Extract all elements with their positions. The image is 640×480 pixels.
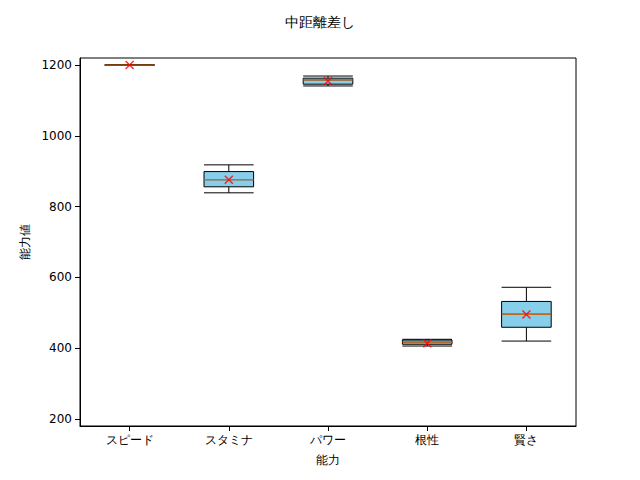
svg-text:800: 800 — [49, 200, 72, 214]
svg-text:1200: 1200 — [41, 58, 72, 72]
svg-text:賢さ: 賢さ — [514, 433, 538, 447]
svg-text:200: 200 — [49, 412, 72, 426]
svg-text:能力: 能力 — [316, 453, 340, 467]
svg-text:能力値: 能力値 — [18, 224, 32, 260]
svg-text:中距離差し: 中距離差し — [285, 14, 355, 30]
svg-text:スピード: スピード — [106, 433, 154, 447]
svg-text:スタミナ: スタミナ — [205, 433, 253, 447]
svg-text:600: 600 — [49, 270, 72, 284]
svg-text:1000: 1000 — [41, 129, 72, 143]
svg-text:パワー: パワー — [309, 433, 346, 447]
svg-text:400: 400 — [49, 341, 72, 355]
svg-text:根性: 根性 — [415, 433, 439, 447]
